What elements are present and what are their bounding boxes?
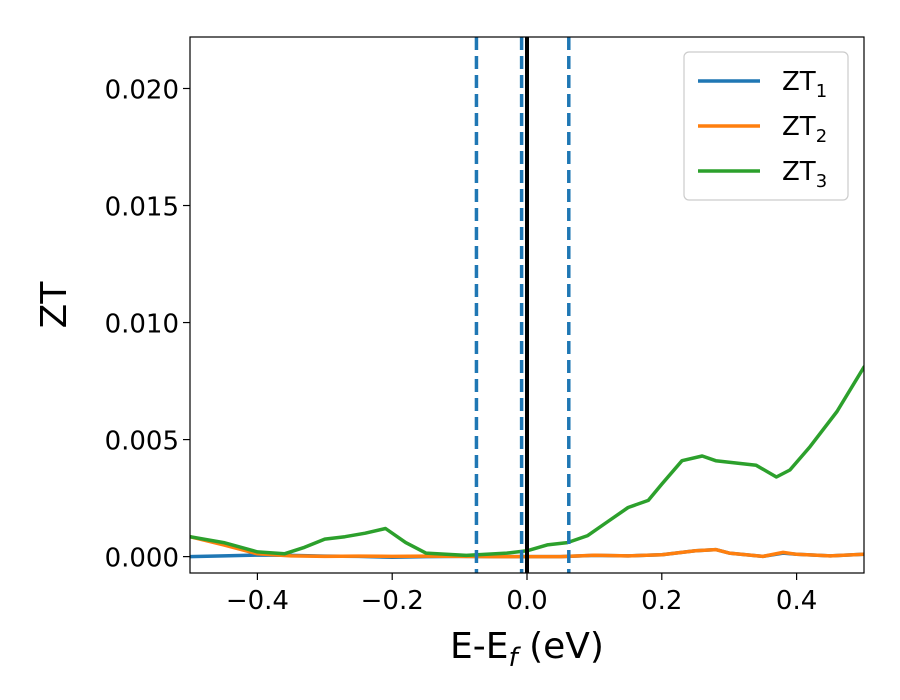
plot-content (190, 37, 864, 573)
x-tick-label: −0.4 (226, 586, 289, 616)
legend-item-zt3: ZT3 (698, 157, 827, 192)
legend-box (683, 51, 849, 201)
y-tick-label: 0.005 (105, 427, 179, 457)
y-axis: 0.000 0.005 0.010 0.015 0.020 (105, 75, 190, 574)
x-axis: −0.4 −0.2 0.0 0.2 0.4 (226, 573, 817, 616)
y-tick-label: 0.000 (105, 544, 179, 574)
x-tick-label: 0.4 (776, 586, 817, 616)
legend-label: ZT3 (782, 157, 827, 192)
y-axis-title: ZT (34, 281, 75, 329)
legend-label: ZT1 (782, 67, 827, 102)
x-tick-label: −0.2 (361, 586, 424, 616)
legend-item-zt1: ZT1 (698, 67, 827, 102)
x-tick-label: 0.2 (641, 586, 682, 616)
x-axis-title-main: E-E (450, 626, 508, 667)
y-tick-label: 0.020 (105, 75, 179, 105)
y-tick-label: 0.015 (105, 193, 179, 223)
legend-item-zt2: ZT2 (698, 112, 827, 147)
legend: ZT1 ZT2 ZT3 (683, 51, 849, 201)
x-axis-title-unit: (eV) (518, 626, 604, 667)
series-line-zt2 (190, 534, 864, 559)
plot-area (189, 36, 865, 574)
y-tick-label: 0.010 (105, 310, 179, 340)
x-axis-title: E-Ef (eV) (450, 626, 604, 673)
x-tick-label: 0.0 (506, 586, 547, 616)
series-line-zt3 (190, 365, 864, 558)
legend-label: ZT2 (782, 112, 827, 147)
